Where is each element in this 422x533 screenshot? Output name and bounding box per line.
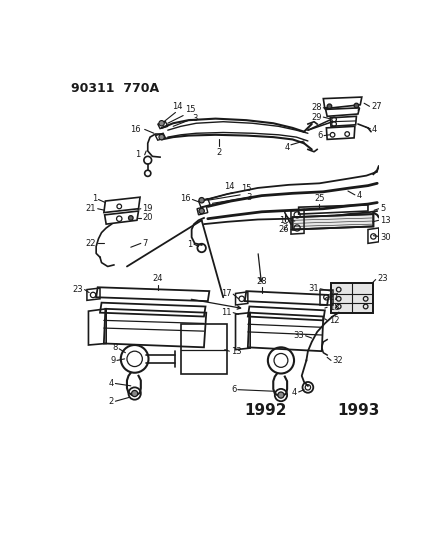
Text: 29: 29	[311, 112, 322, 122]
Text: 4: 4	[284, 143, 289, 151]
Text: 2: 2	[282, 223, 287, 231]
Text: 13: 13	[380, 216, 391, 225]
Text: 16: 16	[180, 194, 191, 203]
Text: 25: 25	[314, 195, 325, 203]
Text: 17: 17	[221, 289, 232, 298]
Text: 3: 3	[246, 192, 252, 201]
Text: 22: 22	[86, 239, 96, 248]
Text: 6: 6	[231, 385, 236, 394]
Circle shape	[199, 198, 204, 203]
Polygon shape	[331, 284, 373, 313]
Text: 2: 2	[217, 148, 222, 157]
Text: 14: 14	[224, 182, 235, 191]
Text: 26: 26	[279, 225, 289, 234]
Text: 1: 1	[135, 150, 141, 159]
Text: 15: 15	[185, 105, 195, 114]
Text: 1993: 1993	[337, 403, 379, 418]
Text: 3: 3	[192, 114, 198, 123]
Circle shape	[354, 103, 359, 108]
Text: 13: 13	[231, 346, 241, 356]
Text: 32: 32	[333, 356, 343, 365]
Text: 4: 4	[292, 388, 297, 397]
Text: 15: 15	[241, 184, 252, 193]
Circle shape	[132, 391, 138, 397]
Text: 12: 12	[329, 316, 339, 325]
Circle shape	[278, 392, 284, 398]
Text: 1992: 1992	[245, 403, 287, 418]
Text: 23: 23	[377, 273, 388, 282]
Text: 1: 1	[92, 194, 97, 203]
Text: 14: 14	[172, 102, 182, 111]
Text: 16: 16	[130, 125, 141, 134]
Text: 31: 31	[308, 284, 319, 293]
Circle shape	[199, 208, 204, 214]
Text: 6: 6	[317, 131, 322, 140]
Circle shape	[128, 216, 133, 220]
Text: 4: 4	[372, 125, 377, 134]
Text: 30: 30	[380, 233, 391, 241]
Text: 21: 21	[86, 204, 96, 213]
Text: 11: 11	[221, 308, 232, 317]
Text: 33: 33	[293, 332, 304, 340]
Text: 27: 27	[372, 102, 382, 111]
Text: 1: 1	[187, 240, 192, 249]
Polygon shape	[292, 214, 373, 230]
Text: 10: 10	[279, 216, 289, 225]
Text: 20: 20	[142, 213, 153, 222]
Text: 23: 23	[73, 285, 83, 294]
Text: 28: 28	[311, 103, 322, 112]
Circle shape	[327, 104, 332, 109]
Text: 4: 4	[108, 379, 114, 388]
Text: 4: 4	[357, 191, 362, 200]
Circle shape	[159, 134, 164, 140]
Text: 8: 8	[112, 343, 118, 352]
Text: 7: 7	[142, 239, 148, 248]
Text: 19: 19	[142, 204, 153, 213]
Text: 9: 9	[110, 356, 115, 365]
Circle shape	[159, 120, 164, 126]
Text: 24: 24	[152, 274, 163, 284]
Text: 28: 28	[257, 277, 267, 286]
Text: 18: 18	[329, 303, 339, 312]
Text: 5: 5	[380, 204, 386, 213]
Text: 90311  770A: 90311 770A	[71, 82, 159, 95]
Text: 27: 27	[329, 293, 339, 302]
Text: 2: 2	[108, 397, 114, 406]
